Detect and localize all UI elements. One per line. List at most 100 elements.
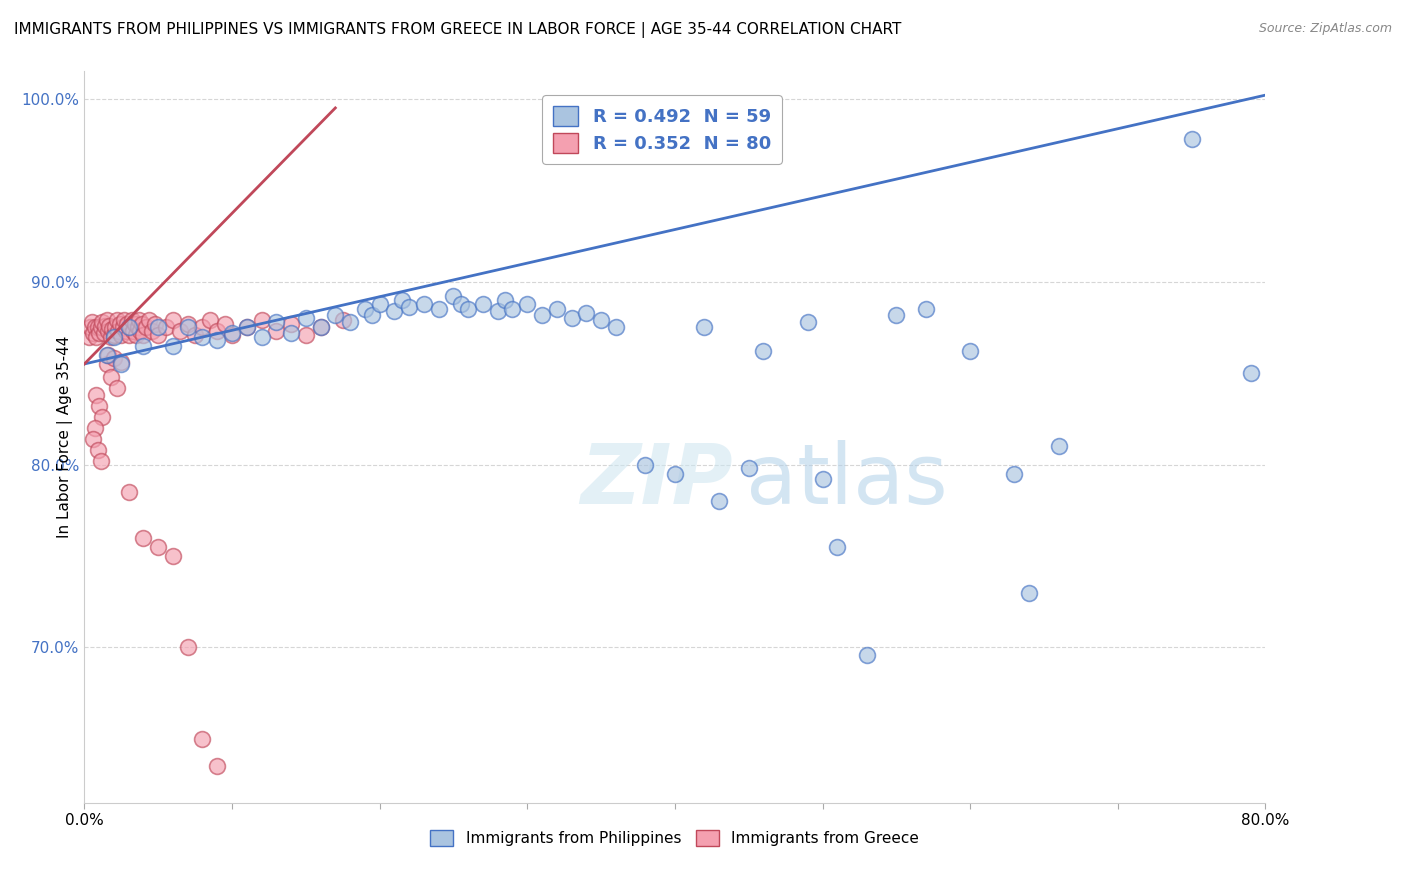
Point bbox=[207, 333, 229, 347]
Point bbox=[82, 326, 104, 340]
Point bbox=[207, 759, 229, 773]
Point bbox=[266, 315, 288, 329]
Point bbox=[184, 327, 207, 342]
Point bbox=[191, 329, 214, 343]
Point bbox=[280, 326, 302, 340]
Point bbox=[221, 327, 243, 342]
Point bbox=[162, 339, 184, 353]
Point bbox=[98, 318, 121, 333]
Point bbox=[148, 540, 170, 554]
Point bbox=[148, 327, 170, 342]
Point bbox=[83, 421, 105, 435]
Point bbox=[155, 320, 177, 334]
Point bbox=[104, 320, 127, 334]
Point bbox=[97, 324, 120, 338]
Text: atlas: atlas bbox=[745, 441, 948, 522]
Point bbox=[752, 344, 775, 359]
Point bbox=[120, 320, 142, 334]
Point bbox=[80, 315, 103, 329]
Point bbox=[856, 648, 879, 662]
Point bbox=[214, 317, 236, 331]
Point bbox=[325, 308, 347, 322]
Point bbox=[1004, 467, 1026, 481]
Point bbox=[250, 313, 273, 327]
Point bbox=[118, 320, 141, 334]
Point bbox=[191, 731, 214, 746]
Point bbox=[103, 327, 125, 342]
Point bbox=[90, 320, 112, 334]
Point bbox=[236, 320, 259, 334]
Point bbox=[413, 296, 436, 310]
Point bbox=[91, 409, 114, 424]
Point bbox=[177, 640, 200, 655]
Point bbox=[457, 301, 479, 317]
Point bbox=[79, 320, 101, 334]
Point bbox=[605, 320, 627, 334]
Point bbox=[91, 315, 114, 329]
Point bbox=[135, 320, 157, 334]
Point bbox=[118, 485, 141, 500]
Point bbox=[105, 381, 128, 395]
Text: Source: ZipAtlas.com: Source: ZipAtlas.com bbox=[1258, 22, 1392, 36]
Point bbox=[94, 318, 117, 333]
Point bbox=[110, 357, 132, 371]
Point bbox=[162, 313, 184, 327]
Point bbox=[83, 320, 105, 334]
Point bbox=[915, 301, 938, 317]
Point bbox=[177, 317, 200, 331]
Point bbox=[96, 348, 118, 362]
Point bbox=[1181, 132, 1204, 146]
Point bbox=[96, 357, 118, 371]
Point bbox=[132, 339, 155, 353]
Point bbox=[236, 320, 259, 334]
Point bbox=[148, 320, 170, 334]
Point bbox=[693, 320, 716, 334]
Point bbox=[634, 458, 657, 472]
Point bbox=[486, 304, 509, 318]
Point bbox=[103, 329, 125, 343]
Point bbox=[198, 313, 221, 327]
Point bbox=[959, 344, 981, 359]
Point bbox=[125, 327, 148, 342]
Point bbox=[111, 320, 134, 334]
Point bbox=[138, 313, 160, 327]
Point bbox=[127, 320, 149, 334]
Point bbox=[250, 329, 273, 343]
Point bbox=[87, 399, 111, 413]
Point bbox=[169, 324, 191, 338]
Point bbox=[100, 369, 122, 384]
Point bbox=[591, 313, 613, 327]
Point bbox=[124, 317, 146, 331]
Point bbox=[110, 355, 132, 369]
Point bbox=[103, 351, 125, 366]
Point bbox=[115, 317, 138, 331]
Point bbox=[86, 320, 108, 334]
Point bbox=[132, 327, 155, 342]
Point bbox=[382, 304, 406, 318]
Point bbox=[339, 315, 361, 329]
Point bbox=[738, 461, 761, 475]
Point bbox=[122, 324, 145, 338]
Point bbox=[162, 549, 184, 563]
Point bbox=[86, 442, 108, 457]
Point bbox=[472, 296, 495, 310]
Point bbox=[1240, 366, 1263, 380]
Point bbox=[1018, 585, 1040, 599]
Point bbox=[280, 317, 302, 331]
Point bbox=[143, 317, 166, 331]
Point bbox=[391, 293, 413, 307]
Point bbox=[427, 301, 450, 317]
Point bbox=[797, 315, 820, 329]
Point bbox=[221, 326, 243, 340]
Point bbox=[811, 472, 834, 486]
Point bbox=[107, 324, 129, 338]
Point bbox=[101, 322, 124, 336]
Point bbox=[368, 296, 391, 310]
Point bbox=[114, 324, 136, 338]
Point bbox=[561, 311, 583, 326]
Point bbox=[191, 320, 214, 334]
Point bbox=[361, 308, 384, 322]
Point bbox=[112, 313, 135, 327]
Point bbox=[827, 540, 849, 554]
Point bbox=[84, 388, 107, 402]
